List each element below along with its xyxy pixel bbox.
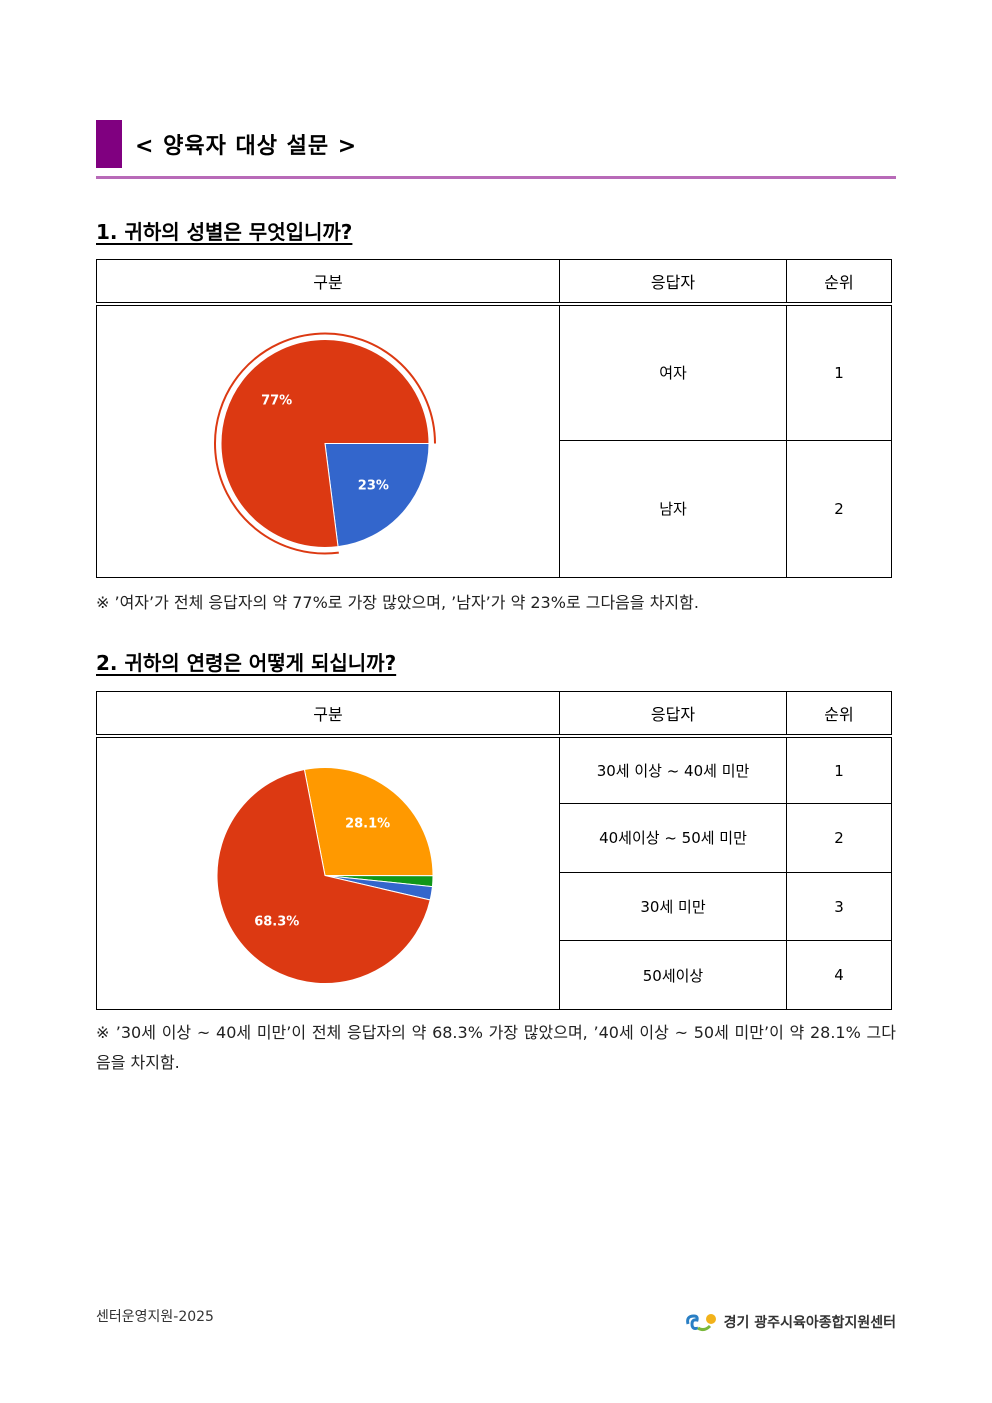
header-row: 구분 응답자 순위 <box>96 259 892 306</box>
note: ※ ’여자’가 전체 응답자의 약 77%로 가장 많았으며, ’남자’가 약 … <box>96 593 699 612</box>
column-header: 순위 <box>786 691 892 738</box>
footer-org: 경기 광주시육아종합지원센터 <box>723 1315 896 1331</box>
title-rule <box>96 176 896 179</box>
table-row: 30세 미만 3 <box>97 871 892 942</box>
pie-chart: 28.1% 68.3% <box>216 767 434 984</box>
footer-left: 센터운영지원-2025 <box>96 1309 214 1325</box>
survey-table: 구분 응답자 순위 28.1% 68.3% 30세 이상 ~ 40세 미만 1 40세이상 ~… <box>96 691 892 1010</box>
table-row: 남자 2 <box>97 439 892 579</box>
chart-cell: 23% 77% <box>96 303 560 578</box>
pie-chart: 23% 77% <box>214 332 436 555</box>
column-header: 구분 <box>96 691 560 738</box>
respondent-cell: 30세 미만 <box>559 871 787 942</box>
rank-cell: 4 <box>786 940 892 1010</box>
note: ※ ’30세 이상 ~ 40세 미만’이 전체 응답자의 약 68.3% 가장 … <box>96 1023 896 1072</box>
table-row: 40세이상 ~ 50세 미만 2 <box>97 803 892 873</box>
slice-label: 77% <box>261 393 292 408</box>
rank-cell: 1 <box>786 735 892 805</box>
rank-cell: 3 <box>786 871 892 942</box>
pie-slice <box>303 767 434 877</box>
column-header: 응답자 <box>559 691 787 738</box>
pie-slice <box>324 443 430 548</box>
footer-right: 경기 광주시육아종합지원센터 <box>684 1310 896 1334</box>
column-header: 구분 <box>96 259 560 306</box>
table-row: 28.1% 68.3% 30세 이상 ~ 40세 미만 1 <box>96 735 892 1010</box>
column-header: 응답자 <box>559 259 787 306</box>
rank-cell: 2 <box>786 439 892 579</box>
question-heading: 1. 귀하의 성별은 무엇입니까? <box>96 220 353 244</box>
respondent-cell: 남자 <box>559 439 787 579</box>
survey-table: 구분 응답자 순위 23% 77% 여자 1 남자 2 <box>96 259 892 579</box>
column-header: 순위 <box>786 259 892 306</box>
title-bar <box>96 120 122 168</box>
respondent-cell: 40세이상 ~ 50세 미만 <box>559 803 787 873</box>
pie-slice <box>216 768 431 984</box>
respondent-cell: 50세이상 <box>559 940 787 1010</box>
slice-label: 23% <box>358 479 389 494</box>
chart-cell: 28.1% 68.3% <box>96 735 560 1010</box>
table-row: 50세이상 4 <box>97 940 892 1010</box>
question-heading: 2. 귀하의 연령은 어떻게 되십니까? <box>96 651 397 675</box>
rank-cell: 2 <box>786 803 892 873</box>
respondent-cell: 여자 <box>559 303 787 441</box>
table-row: 23% 77% 여자 1 <box>96 303 892 578</box>
slice-highlight <box>214 332 436 555</box>
rank-cell: 1 <box>786 303 892 441</box>
respondent-cell: 30세 이상 ~ 40세 미만 <box>559 735 787 805</box>
pie-slice <box>220 339 430 548</box>
slice-label: 68.3% <box>254 914 299 929</box>
page-title: < 양육자 대상 설문 > <box>135 134 358 159</box>
header-row: 구분 응답자 순위 <box>96 691 892 738</box>
logo <box>685 1314 716 1332</box>
slice-label: 28.1% <box>345 816 390 831</box>
